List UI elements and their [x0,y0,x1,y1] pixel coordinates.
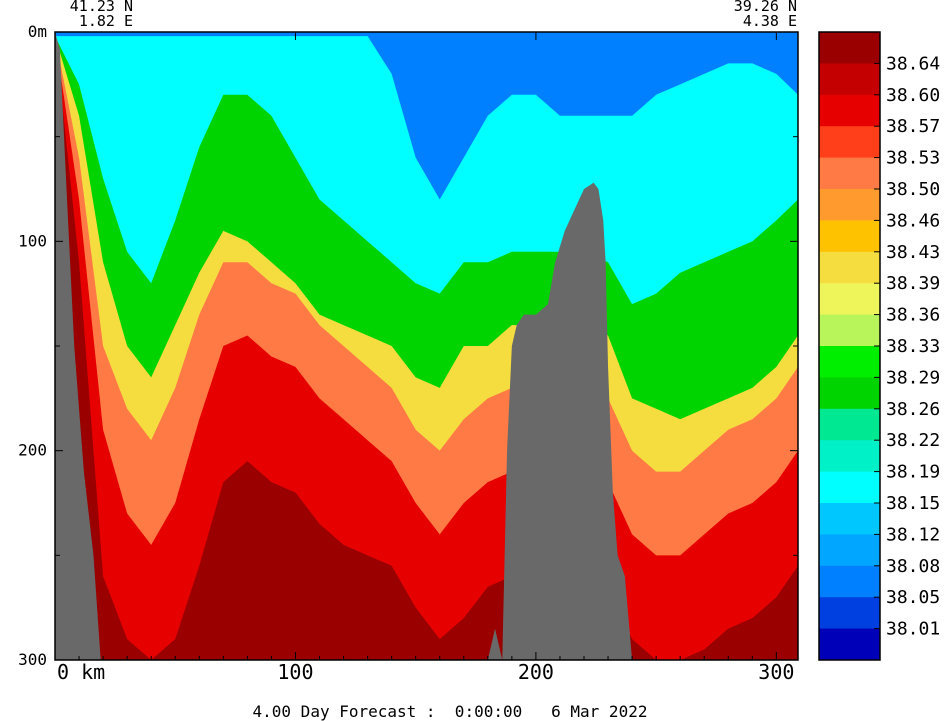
colorbar-swatch [819,471,880,504]
colorbar-swatch [819,94,880,127]
colorbar-label: 38.39 [886,273,940,294]
colorbar-label: 38.05 [886,587,940,608]
y-tick-label: 300 [18,650,47,669]
colorbar-label: 38.57 [886,116,940,137]
y-tick-label: 100 [18,231,47,250]
plot-area [55,32,798,660]
colorbar-swatch [819,283,880,316]
colorbar-swatch [819,628,880,661]
colorbar-swatch [819,314,880,347]
right-endpoint-lat: 39.26 N [734,0,797,15]
colorbar-swatch [819,408,880,441]
colorbar-label: 38.46 [886,210,940,231]
y-tick-label: 200 [18,441,47,460]
x-tick-label: 100 [277,660,313,684]
colorbar-swatch [819,157,880,190]
colorbar-swatch [819,503,880,535]
colorbar-label: 38.15 [886,493,940,514]
colorbar-label: 38.29 [886,367,940,388]
colorbar-label: 38.50 [886,179,940,200]
colorbar-swatch [819,565,880,598]
colorbar-label: 38.08 [886,556,940,577]
colorbar-swatch [819,251,880,284]
land-left-slope [55,32,140,660]
axes: 0 km 100 200 300 0m 100 200 300 [18,22,799,684]
left-endpoint-lon: 1.82 E [79,12,133,30]
colorbar-swatch [819,377,880,410]
land-seamount [487,182,637,660]
colorbar-label: 38.33 [886,336,940,357]
field-layer [55,32,798,660]
right-endpoint-lon: 4.38 E [743,12,797,30]
colorbar-swatch [819,32,880,64]
y-tick-label: 0m [28,22,47,41]
colorbar-label: 38.60 [886,85,940,106]
colorbar-swatch [819,440,880,473]
x-tick-label: 0 km [57,660,105,684]
colorbar-swatch [819,534,880,567]
colorbar-label: 38.12 [886,524,940,545]
colorbar-swatch [819,189,880,221]
left-endpoint-lat: 41.23 N [70,0,133,15]
colorbar: 38.64 38.60 38.57 38.53 38.50 38.46 38.43 38.39… [818,31,940,661]
band-38-05 [55,32,798,200]
colorbar-swatch [819,597,880,630]
x-tick-label: 200 [518,660,554,684]
colorbar-label: 38.53 [886,148,940,169]
colorbar-label: 38.36 [886,305,940,326]
colorbar-label: 38.01 [886,619,940,640]
colorbar-swatch [819,126,880,159]
colorbar-swatch [819,346,880,378]
colorbar-label: 38.22 [886,430,940,451]
forecast-footer: 4.00 Day Forecast : 0:00:00 6 Mar 2022 [253,702,648,721]
colorbar-label: 38.64 [886,53,940,74]
colorbar-swatch [819,220,880,253]
colorbar-label: 38.26 [886,399,940,420]
colorbar-label: 38.43 [886,242,940,263]
colorbar-swatch [819,63,880,96]
x-tick-label: 300 [758,660,794,684]
colorbar-label: 38.19 [886,462,940,483]
